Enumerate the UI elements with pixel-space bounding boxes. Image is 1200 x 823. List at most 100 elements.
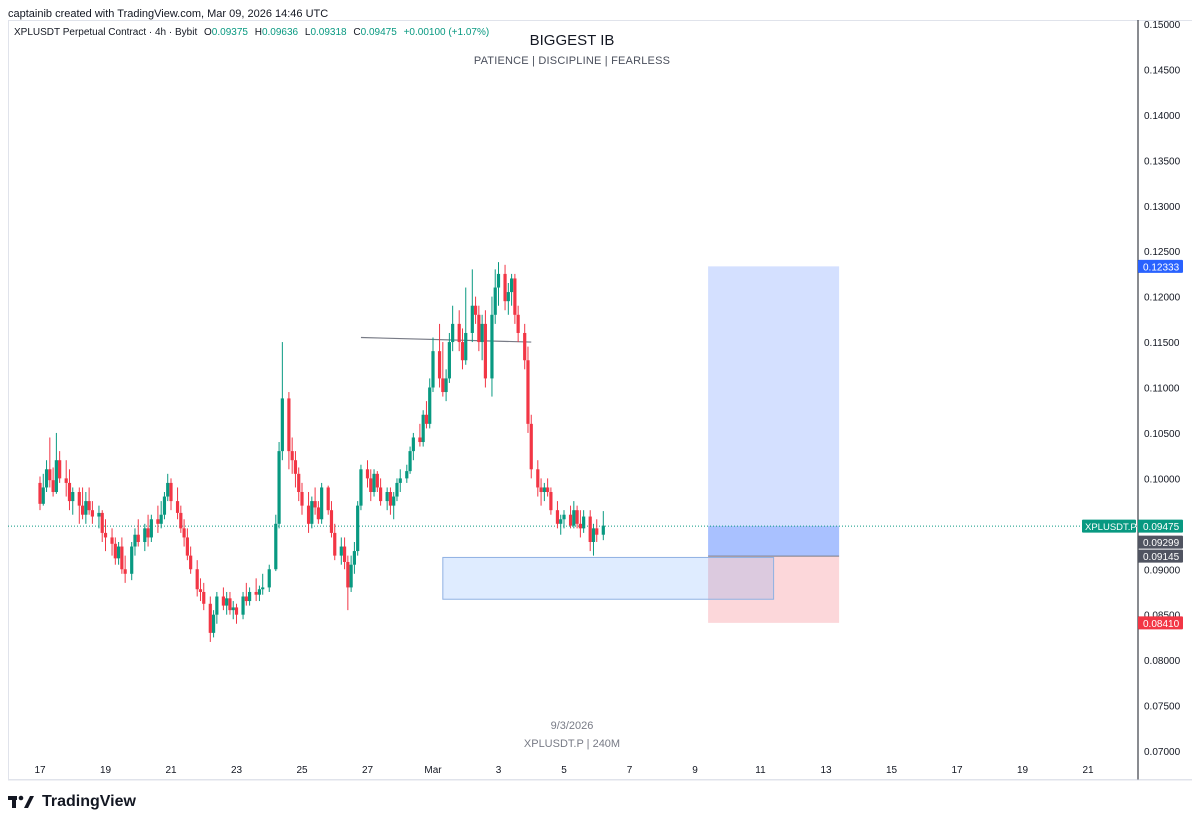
candle-body: [287, 398, 291, 452]
candle-body: [595, 528, 599, 535]
candle-body: [198, 589, 203, 592]
candle-body: [539, 487, 543, 493]
candle-body: [310, 501, 314, 524]
candle-body: [578, 523, 582, 529]
candle-body: [536, 469, 540, 488]
candle-body: [133, 534, 137, 547]
y-tick-label: 0.12500: [1144, 247, 1181, 258]
candle-body: [542, 487, 546, 493]
candle-body: [510, 278, 514, 293]
candle-body: [77, 492, 81, 506]
candle-body: [421, 414, 425, 443]
candle-body: [211, 614, 216, 633]
candle-body: [398, 478, 402, 483]
x-tick-label: 9: [692, 765, 698, 776]
candle-body: [123, 569, 127, 574]
candle-body: [447, 342, 451, 379]
candle-body: [483, 323, 487, 379]
watermark-symbol: XPLUSDT.P | 240M: [523, 738, 621, 750]
low-label: L: [304, 27, 311, 38]
candle-body: [496, 273, 501, 288]
close-value: 0.09475: [360, 27, 397, 38]
candle-body: [267, 569, 271, 588]
candle-body: [130, 546, 134, 574]
brand-name: TradingView: [42, 793, 136, 810]
candle-body: [480, 323, 484, 343]
price-label-text: 0.09145: [1143, 552, 1180, 563]
symbol-label: XPLUSDT Perpetual Contract · 4h · Bybit: [14, 27, 198, 38]
candle-body: [503, 273, 507, 302]
y-tick-label: 0.15000: [1144, 20, 1181, 31]
candle-body: [591, 528, 596, 542]
candle-body: [568, 514, 573, 526]
candle-body: [84, 501, 88, 515]
candle-body: [441, 378, 445, 393]
candle-body: [300, 492, 304, 506]
candle-body: [477, 314, 481, 343]
candle-body: [342, 546, 347, 562]
candle-body: [280, 398, 284, 452]
candle-body: [352, 551, 356, 565]
candle-body: [392, 496, 396, 506]
target-zone[interactable]: [708, 266, 840, 557]
candle-body: [41, 487, 45, 504]
candle-body: [457, 323, 461, 343]
tradingview-brand[interactable]: TradingView: [8, 791, 136, 813]
candle-body: [257, 589, 262, 595]
candle-body: [464, 332, 468, 361]
candle-body: [562, 514, 566, 520]
x-tick-label: 11: [755, 765, 766, 776]
candle-body: [195, 569, 199, 590]
candle-body: [588, 516, 592, 542]
x-tick-label: 19: [1017, 765, 1029, 776]
candle-body: [231, 607, 235, 611]
created-by-line: captainib created with TradingView.com, …: [8, 8, 329, 20]
price-label-text: 0.09475: [1143, 522, 1180, 533]
candle-body: [67, 482, 72, 502]
candle-body: [149, 519, 153, 538]
candle-body: [549, 492, 553, 511]
candle-body: [395, 482, 399, 497]
price-label-box: [1138, 519, 1183, 533]
candle-body: [490, 314, 494, 379]
candle-body: [375, 473, 379, 488]
candle-body: [601, 525, 605, 535]
candle-body: [234, 607, 239, 615]
close-label: C: [353, 27, 361, 38]
trendline[interactable]: [360, 336, 532, 343]
candle-body: [113, 543, 117, 559]
candle-body: [297, 473, 301, 493]
x-tick-label: 17: [951, 765, 963, 776]
candle-body: [333, 532, 337, 556]
candle-body: [274, 523, 278, 570]
candle-body: [523, 332, 527, 361]
candle-body: [418, 437, 422, 443]
y-tick-label: 0.13000: [1144, 202, 1181, 213]
candle-body: [103, 532, 108, 538]
candle-body: [555, 510, 560, 524]
demand-zone[interactable]: [442, 556, 775, 600]
drawings-layer: [360, 266, 840, 623]
candle-body: [71, 492, 75, 502]
candle-body: [225, 598, 229, 606]
candle-body: [228, 598, 232, 611]
price-label-text: 0.12333: [1143, 262, 1180, 273]
candle-body: [516, 314, 520, 333]
candle-body: [156, 519, 160, 524]
candle-body: [437, 351, 442, 379]
high-value: 0.09636: [261, 27, 299, 38]
x-tick-label: 23: [231, 765, 243, 776]
y-tick-label: 0.08500: [1144, 611, 1181, 622]
ohlc-legend: XPLUSDT Perpetual Contract · 4h · Bybit …: [14, 27, 489, 38]
candle-body: [146, 528, 150, 538]
candle-body: [306, 505, 311, 524]
candle-body: [411, 437, 415, 452]
candle-body: [182, 528, 186, 538]
candle-body: [313, 501, 317, 508]
y-tick-label: 0.07500: [1144, 702, 1181, 713]
candle-body: [208, 603, 212, 633]
candle-body: [346, 561, 350, 588]
candle-body: [326, 487, 330, 511]
candle-body: [385, 492, 389, 502]
